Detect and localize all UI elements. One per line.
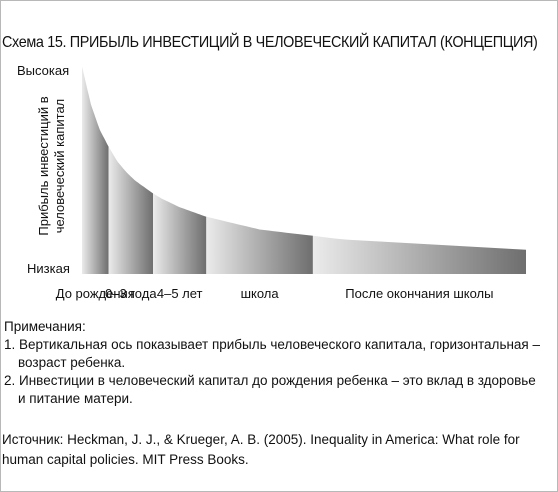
area-segment-1	[82, 66, 109, 274]
note-2: 2. Инвестиции в человеческий капитал до …	[4, 373, 536, 388]
note-2-continued: и питание матери.	[18, 391, 133, 406]
area-segment-2	[108, 146, 153, 274]
chart-title: Схема 15. ПРИБЫЛЬ ИНВЕСТИЦИЙ В ЧЕЛОВЕЧЕС…	[2, 34, 538, 51]
x-tick-label-4: школа	[240, 286, 279, 301]
x-tick-label-3: 4–5 лет	[156, 286, 203, 301]
y-label-low: Низкая	[27, 261, 70, 276]
source-citation: Источник: Heckman, J. J., & Krueger, A. …	[2, 432, 520, 467]
note-1-continued: возраст ребенка.	[18, 355, 126, 370]
notes: Примечания: 1. Вертикальная ось показыва…	[4, 318, 540, 408]
y-label-high: Высокая	[17, 63, 70, 78]
notes-heading: Примечания:	[4, 319, 86, 334]
note-1: 1. Вертикальная ось показывает прибыль ч…	[4, 337, 541, 352]
chart-area	[82, 66, 526, 274]
area-segment-5	[312, 235, 526, 274]
area-segment-4	[206, 216, 313, 274]
x-tick-label-2: 0–3 года	[105, 286, 157, 301]
x-tick-label-5: После окончания школы	[345, 286, 494, 301]
x-tick-label-1: До рождения	[55, 286, 135, 301]
area-segment-3	[153, 193, 207, 274]
